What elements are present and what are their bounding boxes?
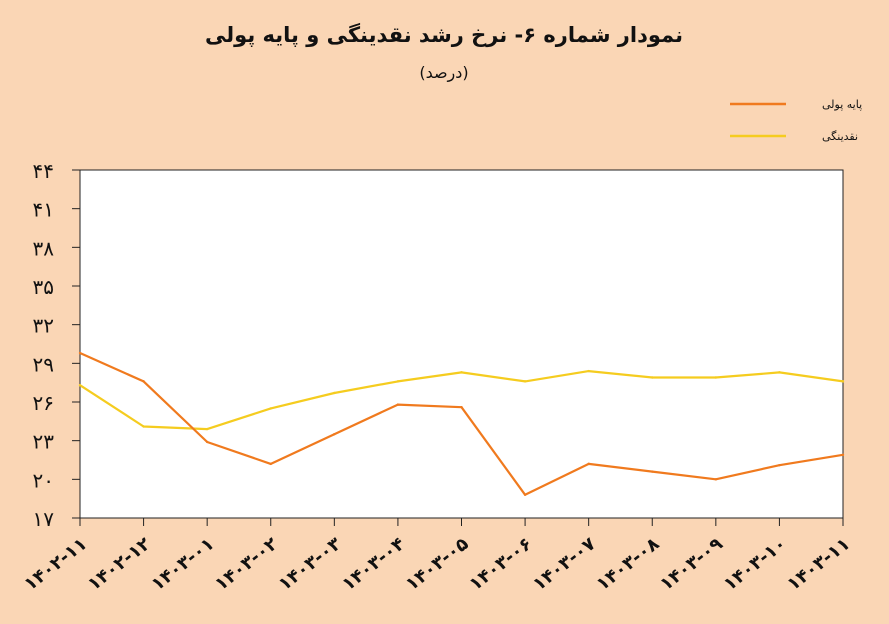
x-tick-label: ۱۴۰۳-۰۶ [465,533,536,595]
data-point [587,462,590,466]
x-tick-label: ۱۴۰۳-۰۵ [402,533,473,595]
y-tick-label: ۳۵ [33,275,54,299]
y-tick-label: ۲۳ [33,430,55,454]
data-point [714,376,718,379]
data-point [778,371,781,374]
chart-title: نمودار شماره ۶- نرخ رشد نقدینگی و پایه پ… [205,22,683,47]
data-point [460,405,463,409]
x-tick-label: ۱۴۰۳-۰۷ [529,533,600,595]
x-tick-label: ۱۴۰۲-۱۱ [20,533,91,595]
x-tick-label: ۱۴۰۳-۱۱ [783,533,854,595]
data-point [333,391,336,395]
y-tick-label: ۲۹ [33,352,54,376]
x-tick-label: ۱۴۰۳-۰۸ [593,533,664,595]
data-point [523,493,527,496]
data-point [205,427,209,431]
data-point [78,351,82,355]
data-point [841,453,845,457]
y-tick-label: ۴۱ [33,198,54,222]
data-point [714,478,718,481]
plot-area [79,169,844,519]
legend-label: پایه پولی [822,98,862,111]
data-point [460,371,463,374]
data-point [205,440,209,444]
y-tick-label: ۳۲ [33,314,54,338]
data-point [651,470,654,473]
x-tick-label: ۱۴۰۳-۰۱ [147,533,218,595]
x-tick-label: ۱۴۰۳-۱۰ [720,533,791,595]
y-tick-label: ۲۶ [33,391,54,415]
data-point [396,403,400,406]
data-point [841,380,845,383]
data-point [269,462,272,466]
data-point [778,463,781,467]
y-tick-label: ۱۷ [33,507,55,531]
y-tick-label: ۲۰ [33,468,54,492]
data-point [523,380,527,383]
x-tick-label: ۱۴۰۳-۰۲ [211,533,282,595]
data-point [587,369,590,373]
legend: پایه پولی نقدینگی [730,98,862,143]
data-point [78,384,82,387]
x-tick-label: ۱۴۰۲-۱۲ [84,533,155,595]
y-tick-label: ۴۴ [33,159,54,183]
data-point [396,380,400,383]
chart-subtitle: (درصد) [419,63,468,83]
x-tick-label: ۱۴۰۳-۰۹ [656,533,727,595]
data-point [269,407,272,410]
x-tick-label: ۱۴۰۳-۰۳ [275,533,346,595]
legend-label: نقدینگی [822,130,858,143]
x-tick-label: ۱۴۰۳-۰۴ [338,533,409,595]
series-layer [78,351,845,496]
data-point [142,380,145,383]
data-point [651,376,654,379]
data-point [142,425,145,428]
y-tick-label: ۳۸ [33,236,55,260]
data-point [333,433,336,436]
